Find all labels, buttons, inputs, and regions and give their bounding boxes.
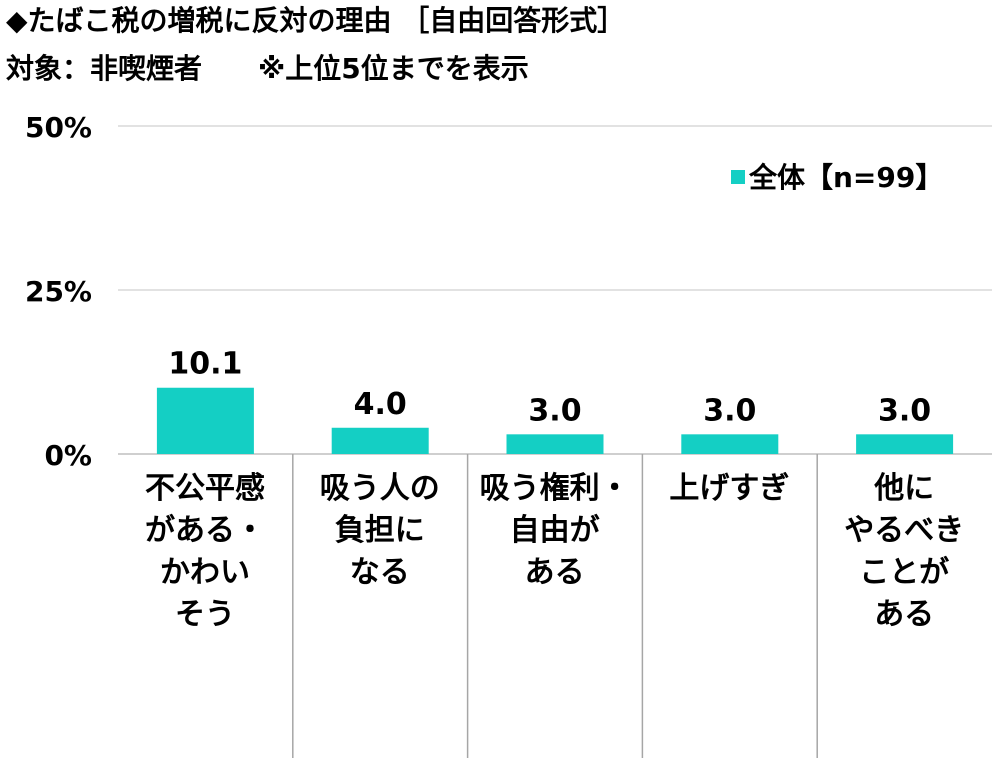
x-category-label: 不公平感 がある・ かわい そう (145, 471, 265, 632)
legend: 全体【n=99】 (731, 161, 943, 194)
x-category-label: 他に やるべき ことが ある (844, 471, 965, 632)
y-tick-label: 50% (25, 111, 92, 144)
legend-label: 全体【n=99】 (748, 161, 943, 194)
data-label: 3.0 (703, 393, 756, 428)
y-tick-label: 0% (44, 439, 92, 472)
y-tick-label: 25% (25, 275, 92, 308)
data-label: 4.0 (354, 387, 407, 422)
data-label: 3.0 (528, 393, 581, 428)
bars (156, 387, 954, 454)
chart-title: ◆たばこ税の増税に反対の理由 ［自由回答形式］ (6, 4, 626, 37)
chart-subtitle: 対象：非喫煙者 ※上位5位までを表示 (6, 52, 529, 85)
data-label: 10.1 (168, 347, 242, 382)
legend-swatch (731, 170, 745, 184)
x-category-label: 吸う人の 負担に なる (319, 471, 440, 590)
y-axis-ticks: 0% 25% 50% (25, 111, 92, 472)
x-category-label: 上げすぎ (669, 471, 790, 506)
bar (681, 434, 779, 454)
data-labels: 10.1 4.0 3.0 3.0 3.0 (168, 347, 931, 429)
bar (331, 427, 429, 454)
category-dividers (292, 454, 818, 758)
data-label: 3.0 (878, 393, 931, 428)
bar (156, 387, 254, 454)
bar (856, 434, 954, 454)
bar (506, 434, 604, 454)
x-category-label: 吸う権利・ 自由が ある (479, 471, 630, 590)
